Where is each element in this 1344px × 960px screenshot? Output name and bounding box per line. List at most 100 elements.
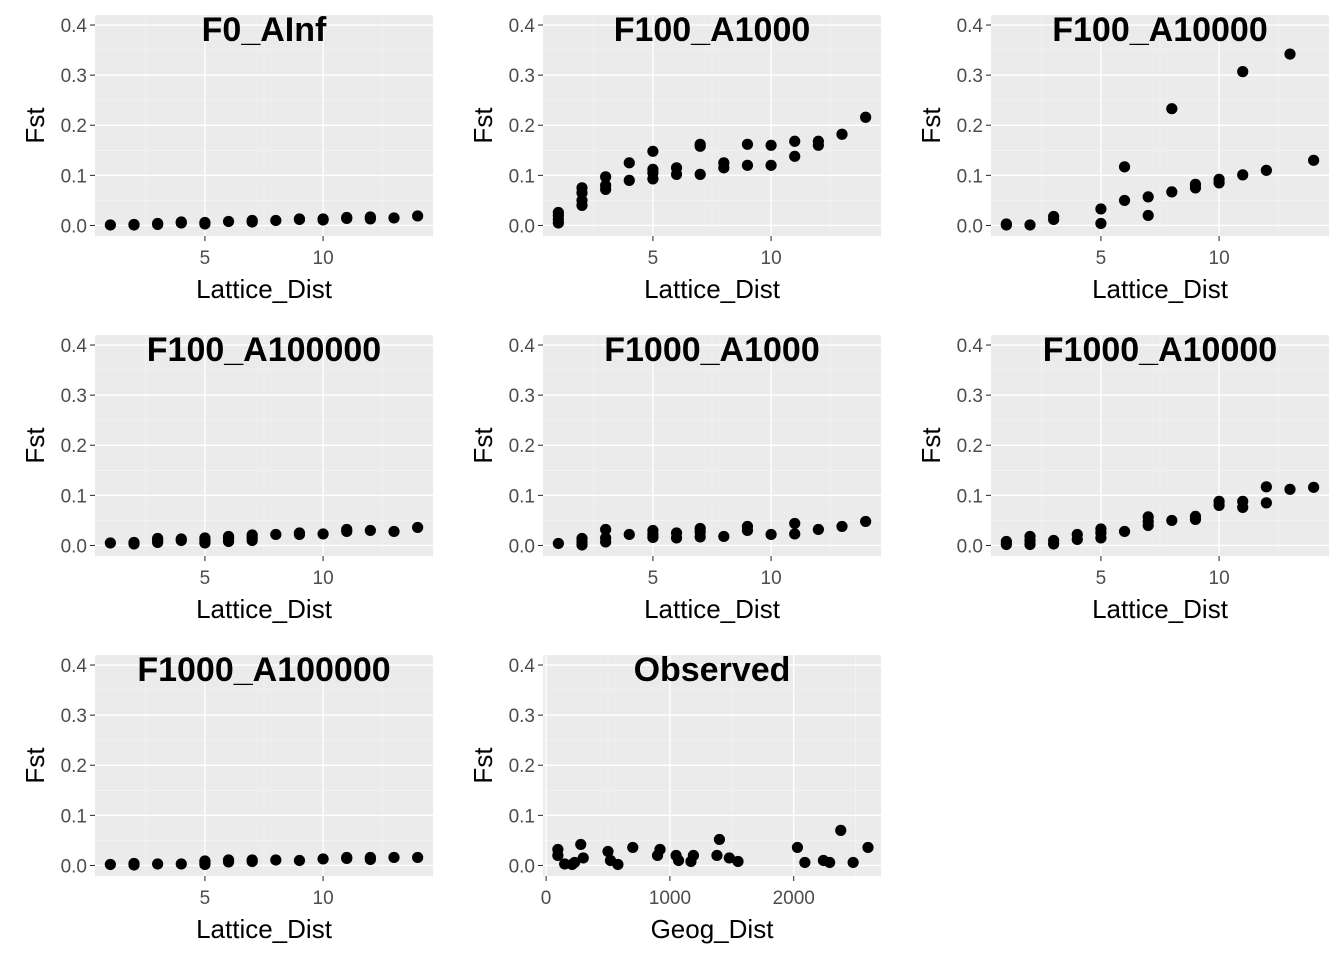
x-tick-label: 10 (761, 568, 782, 589)
x-tick-label: 5 (200, 568, 211, 589)
y-tick-label: 0.4 (957, 336, 984, 357)
y-axis-title: Fst (20, 427, 50, 464)
data-point (222, 530, 235, 543)
x-tick-label: 10 (1209, 248, 1230, 269)
y-tick-label: 0.2 (957, 116, 983, 137)
x-tick-label: 10 (1209, 568, 1230, 589)
data-point (647, 524, 659, 537)
data-point (600, 179, 612, 191)
data-point (246, 529, 258, 541)
x-axis-title: Lattice_Dist (1092, 274, 1229, 304)
panel-title: F100_A100000 (147, 331, 381, 369)
data-point (694, 168, 706, 180)
y-tick-label: 0.2 (61, 756, 87, 777)
y-tick-label: 0.4 (61, 16, 88, 37)
y-tick-label: 0.3 (61, 706, 87, 727)
y-tick-label: 0.3 (61, 386, 87, 407)
panel-title: F1000_A100000 (137, 651, 390, 689)
data-point (1284, 48, 1296, 60)
data-point (847, 856, 859, 869)
panel-f1000-a100000: 0.0 0.1 0.2 0.3 0.4 5 10 Lattice_Dist Fst F1000_A… (20, 651, 433, 944)
y-tick-label: 0.4 (509, 656, 536, 677)
data-point (1213, 173, 1225, 185)
x-tick-label: 5 (648, 568, 659, 589)
data-point (199, 855, 211, 867)
x-tick-label: 10 (313, 888, 334, 909)
data-point (152, 858, 164, 870)
y-tick-label: 0.3 (61, 66, 87, 87)
data-point (718, 157, 730, 169)
data-point (600, 532, 612, 544)
data-point (104, 219, 116, 231)
panel-f100-a100000: 0.0 0.1 0.2 0.3 0.4 5 10 Lattice_Dist Fst F100_A1… (20, 331, 433, 624)
x-tick-label: 10 (313, 568, 334, 589)
data-point (1308, 481, 1320, 493)
y-tick-label: 0.4 (61, 656, 88, 677)
data-point (1118, 161, 1131, 173)
data-point (568, 856, 581, 869)
x-tick-label: 1000 (649, 888, 691, 909)
data-point (1095, 217, 1107, 230)
data-point (741, 159, 754, 171)
x-tick-label: 5 (1096, 568, 1107, 589)
y-tick-label: 0.3 (509, 706, 535, 727)
data-point (175, 858, 187, 870)
data-point (552, 537, 564, 550)
y-axis-title: Fst (468, 107, 498, 144)
y-tick-label: 0.1 (61, 806, 87, 827)
panel-title: Observed (634, 651, 791, 689)
data-point (600, 523, 612, 536)
data-point (152, 217, 164, 230)
data-point (388, 851, 400, 864)
data-point (1166, 186, 1178, 198)
y-tick-label: 0.3 (957, 66, 983, 87)
data-point (412, 851, 424, 864)
y-tick-label: 0.1 (61, 486, 87, 507)
data-point (128, 536, 140, 549)
x-tick-label: 0 (541, 888, 552, 909)
y-tick-label: 0.0 (509, 536, 535, 557)
data-point (293, 213, 306, 225)
data-point (1142, 511, 1154, 523)
data-point (412, 521, 424, 534)
panel-f100-a1000: 0.0 0.1 0.2 0.3 0.4 5 10 Lattice_Dist Fst F100_A1… (468, 11, 881, 304)
y-tick-label: 0.0 (509, 856, 535, 877)
data-point (104, 858, 116, 871)
y-axis-title: Fst (20, 747, 50, 784)
panel-f1000-a10000: 0.0 0.1 0.2 0.3 0.4 5 10 Lattice_Dist Fst F1000_A… (916, 331, 1329, 624)
data-point (199, 216, 211, 229)
x-axis-title: Lattice_Dist (196, 274, 333, 304)
data-point (670, 162, 683, 174)
data-point (246, 214, 258, 227)
data-point (293, 527, 306, 539)
data-point (270, 854, 282, 866)
data-point (799, 856, 811, 869)
data-point (654, 843, 666, 856)
data-point (552, 843, 564, 856)
data-point (600, 171, 612, 183)
panel-title: F100_A10000 (1052, 11, 1268, 49)
panel-f100-a10000: 0.0 0.1 0.2 0.3 0.4 5 10 Lattice_Dist Fst F100_A1… (916, 11, 1329, 304)
data-point (1118, 525, 1131, 538)
data-point (1284, 483, 1296, 495)
data-point (1000, 535, 1012, 548)
data-point (175, 533, 187, 545)
data-point (862, 841, 874, 854)
data-point (732, 855, 744, 868)
panel-title: F1000_A10000 (1043, 331, 1277, 369)
x-tick-label: 5 (1096, 248, 1107, 269)
data-point (647, 163, 659, 175)
data-point (812, 523, 824, 536)
data-point (765, 139, 777, 151)
data-point (835, 824, 847, 836)
data-point (1260, 481, 1272, 493)
y-tick-label: 0.0 (61, 536, 87, 557)
y-tick-label: 0.0 (61, 216, 87, 237)
panel-observed: 0.0 0.1 0.2 0.3 0.4 0 1000 2000 Geog_Dist Fst Obse… (468, 651, 881, 944)
panel-title: F100_A1000 (614, 11, 811, 49)
y-tick-label: 0.0 (509, 216, 535, 237)
y-tick-label: 0.4 (509, 336, 536, 357)
data-point (711, 849, 723, 862)
data-point (672, 854, 685, 867)
